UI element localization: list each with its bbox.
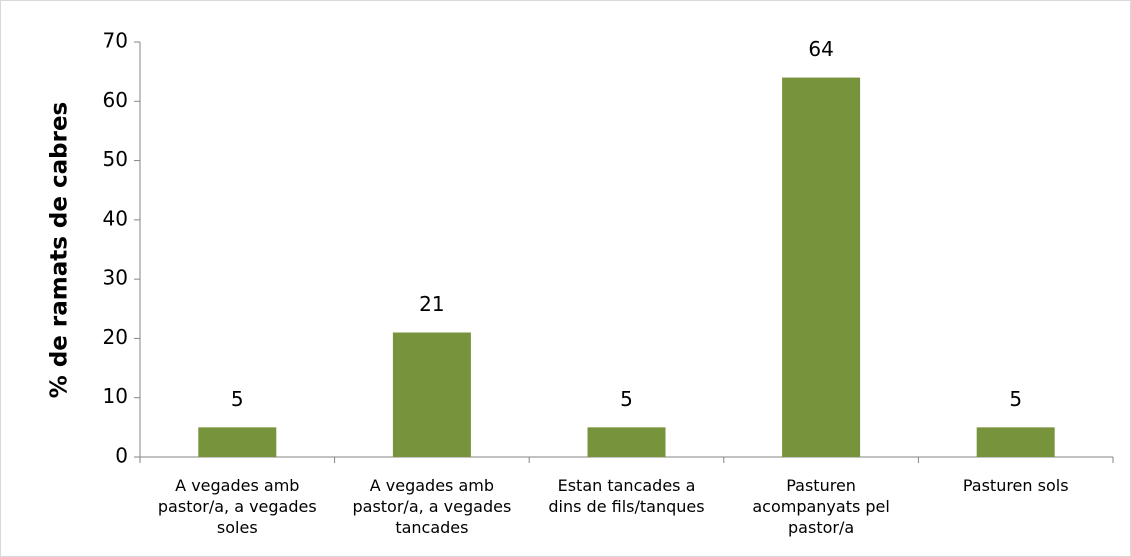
- bar: [976, 427, 1055, 457]
- y-tick-label: 20: [103, 325, 128, 349]
- data-label: 5: [231, 387, 244, 411]
- x-tick-label: Pasturen sols: [962, 476, 1069, 495]
- x-tick-label: Pasturen acompanyats pel pastor/a: [752, 476, 890, 537]
- y-tick-label: 30: [103, 266, 128, 290]
- bar: [587, 427, 666, 457]
- bar: [782, 77, 861, 458]
- y-tick-label: 0: [115, 444, 128, 468]
- y-tick-label: 10: [103, 384, 128, 408]
- y-axis-title: % de ramats de cabres: [47, 102, 73, 398]
- y-tick-label: 60: [103, 88, 128, 112]
- y-tick-label: 50: [103, 147, 128, 171]
- x-tick-label: A vegades amb pastor/a, a vegades soles: [157, 476, 317, 537]
- data-label: 21: [419, 292, 444, 316]
- data-label: 64: [808, 37, 833, 61]
- y-tick-label: 40: [103, 206, 128, 230]
- x-tick-label: A vegades amb pastor/a, a vegades tancad…: [352, 476, 512, 537]
- bar: [392, 332, 471, 457]
- y-tick-label: 70: [103, 29, 128, 53]
- data-label: 5: [620, 387, 633, 411]
- bar: [198, 427, 277, 457]
- x-tick-label: Estan tancades a dins de fils/tanques: [548, 476, 705, 516]
- data-label: 5: [1009, 387, 1022, 411]
